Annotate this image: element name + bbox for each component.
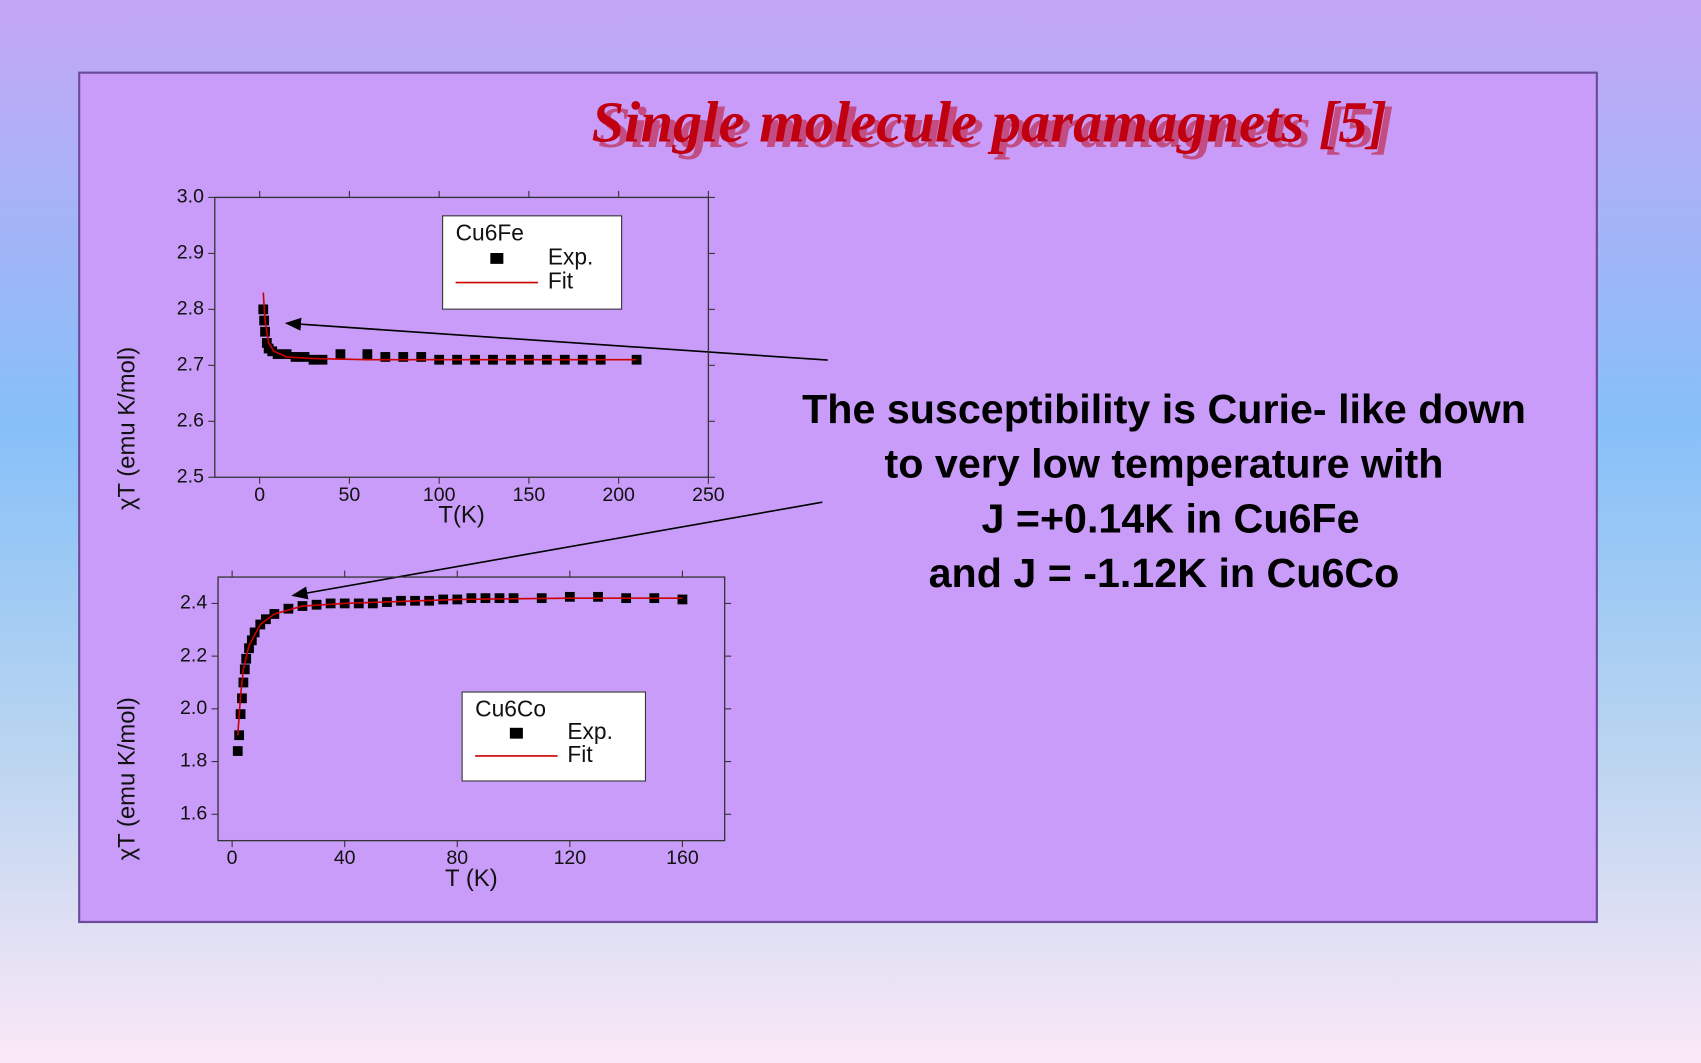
data-point [235,709,246,720]
y-tick-label: 1.6 [180,802,207,824]
data-point [299,352,310,362]
x-tick-label: 200 [602,484,635,506]
x-tick-label: 40 [334,847,356,869]
data-point [317,354,328,365]
data-point [272,349,283,360]
y-axis-label: χT (emu K/mol) [113,697,140,860]
x-tick-label: 0 [254,484,265,506]
y-tick-label: 2.6 [177,409,204,431]
x-tick-label: 80 [446,847,468,869]
x-tick-label: 250 [692,484,725,506]
data-point [335,349,346,360]
x-tick-label: 150 [513,484,546,506]
legend-box [461,691,647,782]
data-point [259,315,270,326]
body-line: to very low temperature with [885,440,1444,486]
data-point [325,598,336,609]
data-point [494,593,505,604]
y-tick-label: 1.8 [180,750,207,772]
data-point [367,598,378,609]
panel [78,71,1598,924]
data-point [237,693,247,704]
legend-label: Exp. [567,718,613,744]
data-point [362,349,373,360]
slide-title: Single molecule paramagnets [5] [592,89,1388,154]
data-point [398,352,409,362]
data-point [260,326,270,337]
legend-swatch [490,253,504,264]
y-tick-label: 3.0 [177,186,204,208]
data-point [308,354,319,365]
x-axis-label: T (K) [445,865,498,892]
x-tick-label: 160 [666,847,699,869]
y-tick-label: 2.5 [177,465,204,487]
data-point [238,677,249,688]
y-tick-label: 2.8 [177,298,204,320]
legend-title: Cu6Fe [456,219,524,245]
data-point [234,730,245,741]
data-point [239,664,250,675]
data-point [677,594,688,605]
y-tick-label: 2.0 [180,697,207,719]
data-point [564,591,575,602]
data-point [261,338,272,348]
body-line: J =+0.14K in Cu6Fe [982,496,1360,542]
y-tick-label: 2.7 [177,353,204,375]
plot-frame [214,196,710,478]
data-point [281,349,292,360]
body-line: and J = -1.12K in Cu6Co [929,550,1400,596]
data-point [267,346,278,357]
y-axis-label: χT (emu K/mol) [113,347,140,510]
x-axis-label: T(K) [438,502,484,529]
data-point [380,352,391,362]
legend-swatch [509,727,523,739]
arrow [284,317,828,361]
y-tick-label: 2.2 [180,644,207,666]
legend-label: Exp. [548,243,594,269]
title-shadow: Single molecule paramagnets [5] [598,95,1394,160]
x-tick-label: 100 [423,484,456,506]
legend-label: Fit [567,741,593,767]
legend-box [442,215,623,310]
y-tick-label: 2.9 [177,242,204,264]
data-point [480,593,491,604]
fit-line [262,292,637,361]
data-point [232,746,243,756]
data-point [416,352,427,362]
legend-title: Cu6Co [475,695,546,721]
data-point [593,591,603,602]
legend-label: Fit [548,268,574,294]
data-point [466,593,477,604]
fit-line [236,597,683,736]
arrow [291,501,823,600]
data-point [261,614,271,625]
x-tick-label: 0 [227,847,238,869]
data-point [258,304,269,315]
x-tick-label: 120 [554,847,587,869]
body-line: The susceptibility is Curie- like down [802,386,1526,432]
data-point [283,603,294,614]
x-tick-label: 50 [339,484,361,506]
y-tick-label: 2.4 [180,592,207,614]
data-point [249,627,260,638]
